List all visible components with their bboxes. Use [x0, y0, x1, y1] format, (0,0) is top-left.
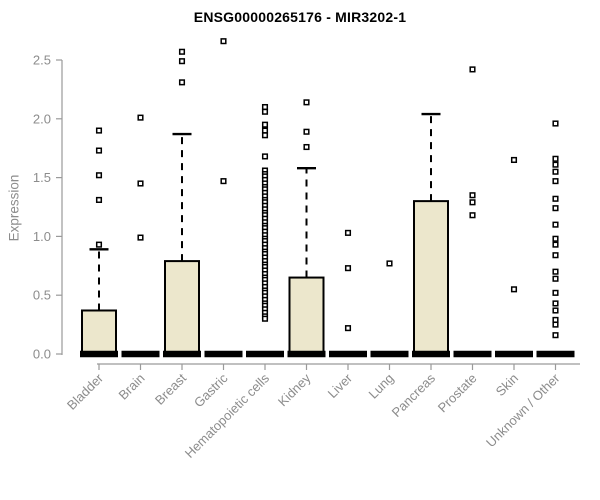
outlier-point-unknown-other: [552, 235, 559, 242]
outlier-point-unknown-other: [552, 300, 559, 307]
outlier-point-breast: [178, 79, 186, 86]
median-gastric: [204, 350, 243, 358]
median-liver: [329, 350, 367, 358]
outlier-point-gastric: [220, 178, 227, 185]
outlier-point-prostate: [469, 212, 476, 219]
median-breast: [163, 350, 201, 358]
outlier-point-breast: [178, 58, 186, 65]
x-tick-label-skin: Skin: [493, 371, 521, 399]
outlier-point-liver: [344, 265, 352, 272]
outlier-point-prostate: [469, 66, 476, 73]
outlier-point-gastric: [220, 38, 227, 45]
chart-title: ENSG00000265176 - MIR3202-1: [193, 9, 407, 25]
box-breast: [164, 260, 200, 356]
y-tick-label: 1.5: [33, 170, 51, 185]
outlier-point-bladder: [95, 241, 103, 248]
x-tick-label-brain: Brain: [116, 371, 148, 403]
outlier-point-unknown-other: [552, 307, 559, 314]
y-tick-label: 1.0: [33, 229, 51, 244]
x-tick-label-breast: Breast: [152, 370, 189, 407]
box-pancreas: [413, 200, 449, 355]
outlier-point-unknown-other: [552, 316, 559, 323]
outlier-point-unknown-other: [552, 161, 559, 168]
x-tick-label-pancreas: Pancreas: [389, 370, 439, 420]
outlier-point-liver: [344, 325, 352, 332]
outlier-point-unknown-other: [552, 155, 559, 162]
outlier-point-kidney: [303, 143, 310, 151]
median-prostate: [453, 350, 492, 358]
outlier-point-unknown-other: [552, 275, 559, 282]
box-kidney: [288, 276, 325, 355]
median-bladder: [80, 350, 118, 358]
outlier-point-brain: [137, 114, 144, 121]
outlier-point-skin: [510, 286, 518, 293]
y-tick-label: 0.0: [33, 347, 51, 362]
outlier-point-prostate: [469, 192, 476, 199]
outlier-point-lung: [386, 260, 393, 267]
x-tick-label-lung: Lung: [366, 371, 397, 402]
outlier-point-prostate: [469, 199, 476, 206]
y-tick-label: 0.5: [33, 288, 51, 303]
y-tick-label: 2.5: [33, 53, 51, 68]
outlier-point-unknown-other: [552, 178, 559, 185]
outlier-point-bladder: [95, 172, 103, 179]
outlier-point-hematopoietic-cells: [261, 103, 269, 111]
outlier-point-hematopoietic-cells: [261, 153, 269, 160]
median-kidney: [287, 350, 326, 358]
outlier-point-unknown-other: [552, 120, 559, 127]
outlier-point-liver: [344, 229, 352, 236]
outlier-point-hematopoietic-cells: [261, 132, 269, 139]
outlier-point-bladder: [95, 147, 103, 154]
box-bladder: [81, 309, 117, 356]
outlier-point-unknown-other: [552, 205, 559, 212]
outlier-point-unknown-other: [552, 321, 559, 328]
outlier-point-unknown-other: [552, 332, 559, 339]
outlier-point-unknown-other: [552, 268, 559, 275]
outlier-point-kidney: [303, 128, 310, 135]
outlier-point-hematopoietic-cells: [261, 108, 269, 115]
outlier-point-hematopoietic-cells: [261, 121, 269, 128]
outlier-point-skin: [510, 156, 518, 164]
median-brain: [121, 350, 160, 358]
outlier-point-unknown-other: [552, 168, 559, 175]
x-tick-label-gastric: Gastric: [191, 370, 231, 410]
outlier-point-brain: [137, 234, 144, 241]
x-tick-label-prostate: Prostate: [435, 371, 480, 416]
outlier-point-unknown-other: [552, 195, 559, 202]
median-unknown-other: [536, 350, 575, 358]
median-hematopoietic-cells: [246, 350, 284, 358]
outlier-point-unknown-other: [552, 252, 559, 259]
x-tick-label-unknown-other: Unknown / Other: [483, 370, 563, 450]
outlier-point-breast: [178, 48, 186, 55]
median-skin: [495, 350, 533, 358]
x-tick-label-bladder: Bladder: [64, 370, 107, 413]
outlier-point-hematopoietic-cells: [261, 315, 269, 322]
x-tick-label-liver: Liver: [325, 370, 356, 401]
outlier-point-bladder: [95, 127, 103, 134]
outlier-point-kidney: [303, 99, 310, 106]
outlier-point-hematopoietic-cells: [261, 127, 269, 134]
median-pancreas: [412, 350, 450, 358]
median-lung: [370, 350, 409, 358]
y-tick-label: 2.0: [33, 111, 51, 126]
x-tick-label-kidney: Kidney: [275, 370, 314, 409]
outlier-point-unknown-other: [552, 241, 559, 248]
outlier-point-unknown-other: [552, 221, 559, 228]
outlier-point-unknown-other: [552, 289, 559, 296]
outlier-point-brain: [137, 180, 144, 187]
outlier-point-bladder: [95, 196, 103, 203]
